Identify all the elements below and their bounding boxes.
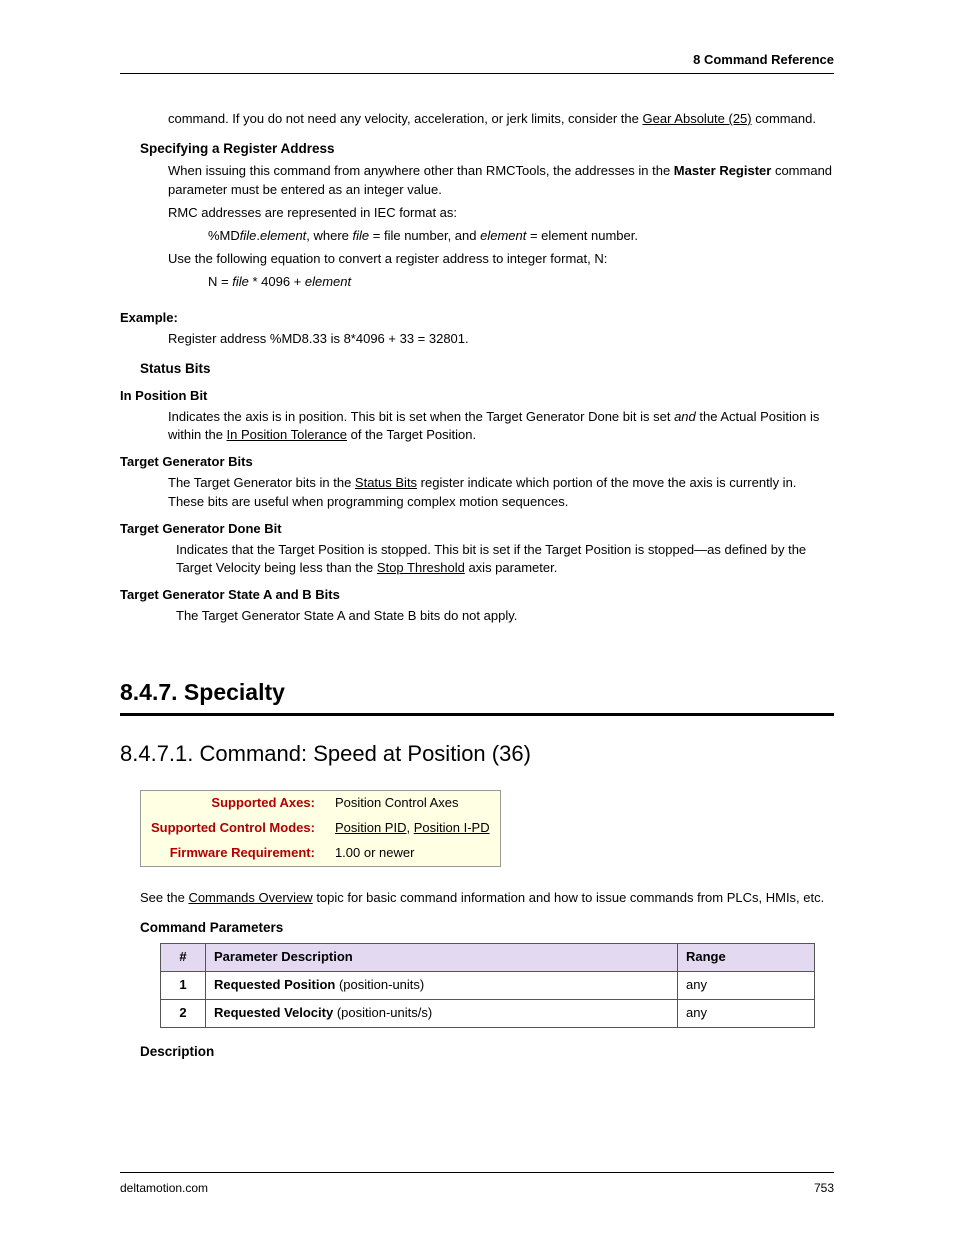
text: See the [140, 890, 188, 905]
param-range: any [678, 972, 815, 1000]
param-range: any [678, 999, 815, 1027]
stop-threshold-link[interactable]: Stop Threshold [377, 560, 465, 575]
info-label: Firmware Requirement: [141, 841, 325, 866]
specifying-register-heading: Specifying a Register Address [140, 139, 834, 159]
text: element [305, 274, 351, 289]
col-number-header: # [161, 944, 206, 972]
text: , [406, 820, 413, 835]
tg-state-ab-heading: Target Generator State A and B Bits [120, 586, 834, 605]
param-number: 1 [161, 972, 206, 1000]
text: Indicates the axis is in position. This … [168, 409, 674, 424]
footer-rule [120, 1172, 834, 1173]
text: command. [752, 111, 816, 126]
text: = element number. [526, 228, 638, 243]
text: = file number, and [369, 228, 480, 243]
table-header-row: # Parameter Description Range [161, 944, 815, 972]
table-row: 1 Requested Position (position-units) an… [161, 972, 815, 1000]
info-value: 1.00 or newer [325, 841, 500, 866]
tg-state-ab-text: The Target Generator State A and State B… [176, 607, 834, 626]
section-specialty-heading: 8.4.7. Specialty [120, 676, 834, 716]
text: axis parameter. [465, 560, 558, 575]
param-description: Requested Velocity (position-units/s) [206, 999, 678, 1027]
equation-line: N = file * 4096 + element [208, 273, 834, 292]
status-bits-heading: Status Bits [140, 359, 834, 379]
spec-para-2: RMC addresses are represented in IEC for… [168, 204, 834, 223]
target-generator-bits-heading: Target Generator Bits [120, 453, 834, 472]
col-range-header: Range [678, 944, 815, 972]
text: file [232, 274, 249, 289]
text: element [480, 228, 526, 243]
tg-done-bit-heading: Target Generator Done Bit [120, 520, 834, 539]
text: file [240, 228, 257, 243]
param-units: (position-units) [335, 977, 424, 992]
text: * 4096 + [249, 274, 305, 289]
param-number: 2 [161, 999, 206, 1027]
intro-paragraph: command. If you do not need any velocity… [168, 110, 834, 129]
footer-domain: deltamotion.com [120, 1181, 208, 1195]
master-register-label: Master Register [674, 163, 772, 178]
text: When issuing this command from anywhere … [168, 163, 674, 178]
in-position-tolerance-link[interactable]: In Position Tolerance [227, 427, 347, 442]
info-label: Supported Control Modes: [141, 816, 325, 841]
in-position-paragraph: Indicates the axis is in position. This … [168, 408, 834, 446]
see-commands-paragraph: See the Commands Overview topic for basi… [140, 889, 834, 908]
position-pid-link[interactable]: Position PID [335, 820, 407, 835]
spec-para-1: When issuing this command from anywhere … [168, 162, 834, 200]
info-row-supported-axes: Supported Axes: Position Control Axes [141, 791, 501, 816]
iec-format-line: %MDfile.element, where file = file numbe… [208, 227, 834, 246]
info-value: Position PID, Position I-PD [325, 816, 500, 841]
info-value: Position Control Axes [325, 791, 500, 816]
description-heading: Description [140, 1042, 834, 1062]
text: and [674, 409, 696, 424]
text: The Target Generator bits in the [168, 475, 355, 490]
text: N = [208, 274, 232, 289]
subsection-speed-at-position-heading: 8.4.7.1. Command: Speed at Position (36) [120, 738, 834, 770]
example-text: Register address %MD8.33 is 8*4096 + 33 … [168, 330, 834, 349]
page-number: 753 [814, 1181, 834, 1195]
in-position-bit-heading: In Position Bit [120, 387, 834, 406]
document-page: 8 Command Reference command. If you do n… [0, 0, 954, 1235]
commands-overview-link[interactable]: Commands Overview [188, 890, 312, 905]
status-bits-link[interactable]: Status Bits [355, 475, 417, 490]
text: , where [306, 228, 352, 243]
col-description-header: Parameter Description [206, 944, 678, 972]
command-parameters-table: # Parameter Description Range 1 Requeste… [160, 943, 815, 1028]
param-name: Requested Velocity [214, 1005, 337, 1020]
command-parameters-heading: Command Parameters [140, 918, 834, 938]
example-heading: Example: [120, 309, 834, 328]
param-description: Requested Position (position-units) [206, 972, 678, 1000]
text: of the Target Position. [347, 427, 476, 442]
tg-done-paragraph: Indicates that the Target Position is st… [176, 541, 834, 579]
target-generator-bits-paragraph: The Target Generator bits in the Status … [168, 474, 834, 512]
param-name: Requested Position [214, 977, 335, 992]
text: command. If you do not need any velocity… [168, 111, 643, 126]
header-rule [120, 73, 834, 74]
position-ipd-link[interactable]: Position I-PD [414, 820, 490, 835]
gear-absolute-link[interactable]: Gear Absolute (25) [643, 111, 752, 126]
text: file [353, 228, 370, 243]
text: element [260, 228, 306, 243]
info-row-control-modes: Supported Control Modes: Position PID, P… [141, 816, 501, 841]
text: %MD [208, 228, 240, 243]
spec-para-4: Use the following equation to convert a … [168, 250, 834, 269]
command-info-table: Supported Axes: Position Control Axes Su… [140, 790, 501, 867]
page-content: command. If you do not need any velocity… [120, 108, 834, 1155]
info-row-firmware: Firmware Requirement: 1.00 or newer [141, 841, 501, 866]
table-row: 2 Requested Velocity (position-units/s) … [161, 999, 815, 1027]
param-units: (position-units/s) [337, 1005, 432, 1020]
text: topic for basic command information and … [313, 890, 825, 905]
info-label: Supported Axes: [141, 791, 325, 816]
page-header: 8 Command Reference [693, 52, 834, 67]
